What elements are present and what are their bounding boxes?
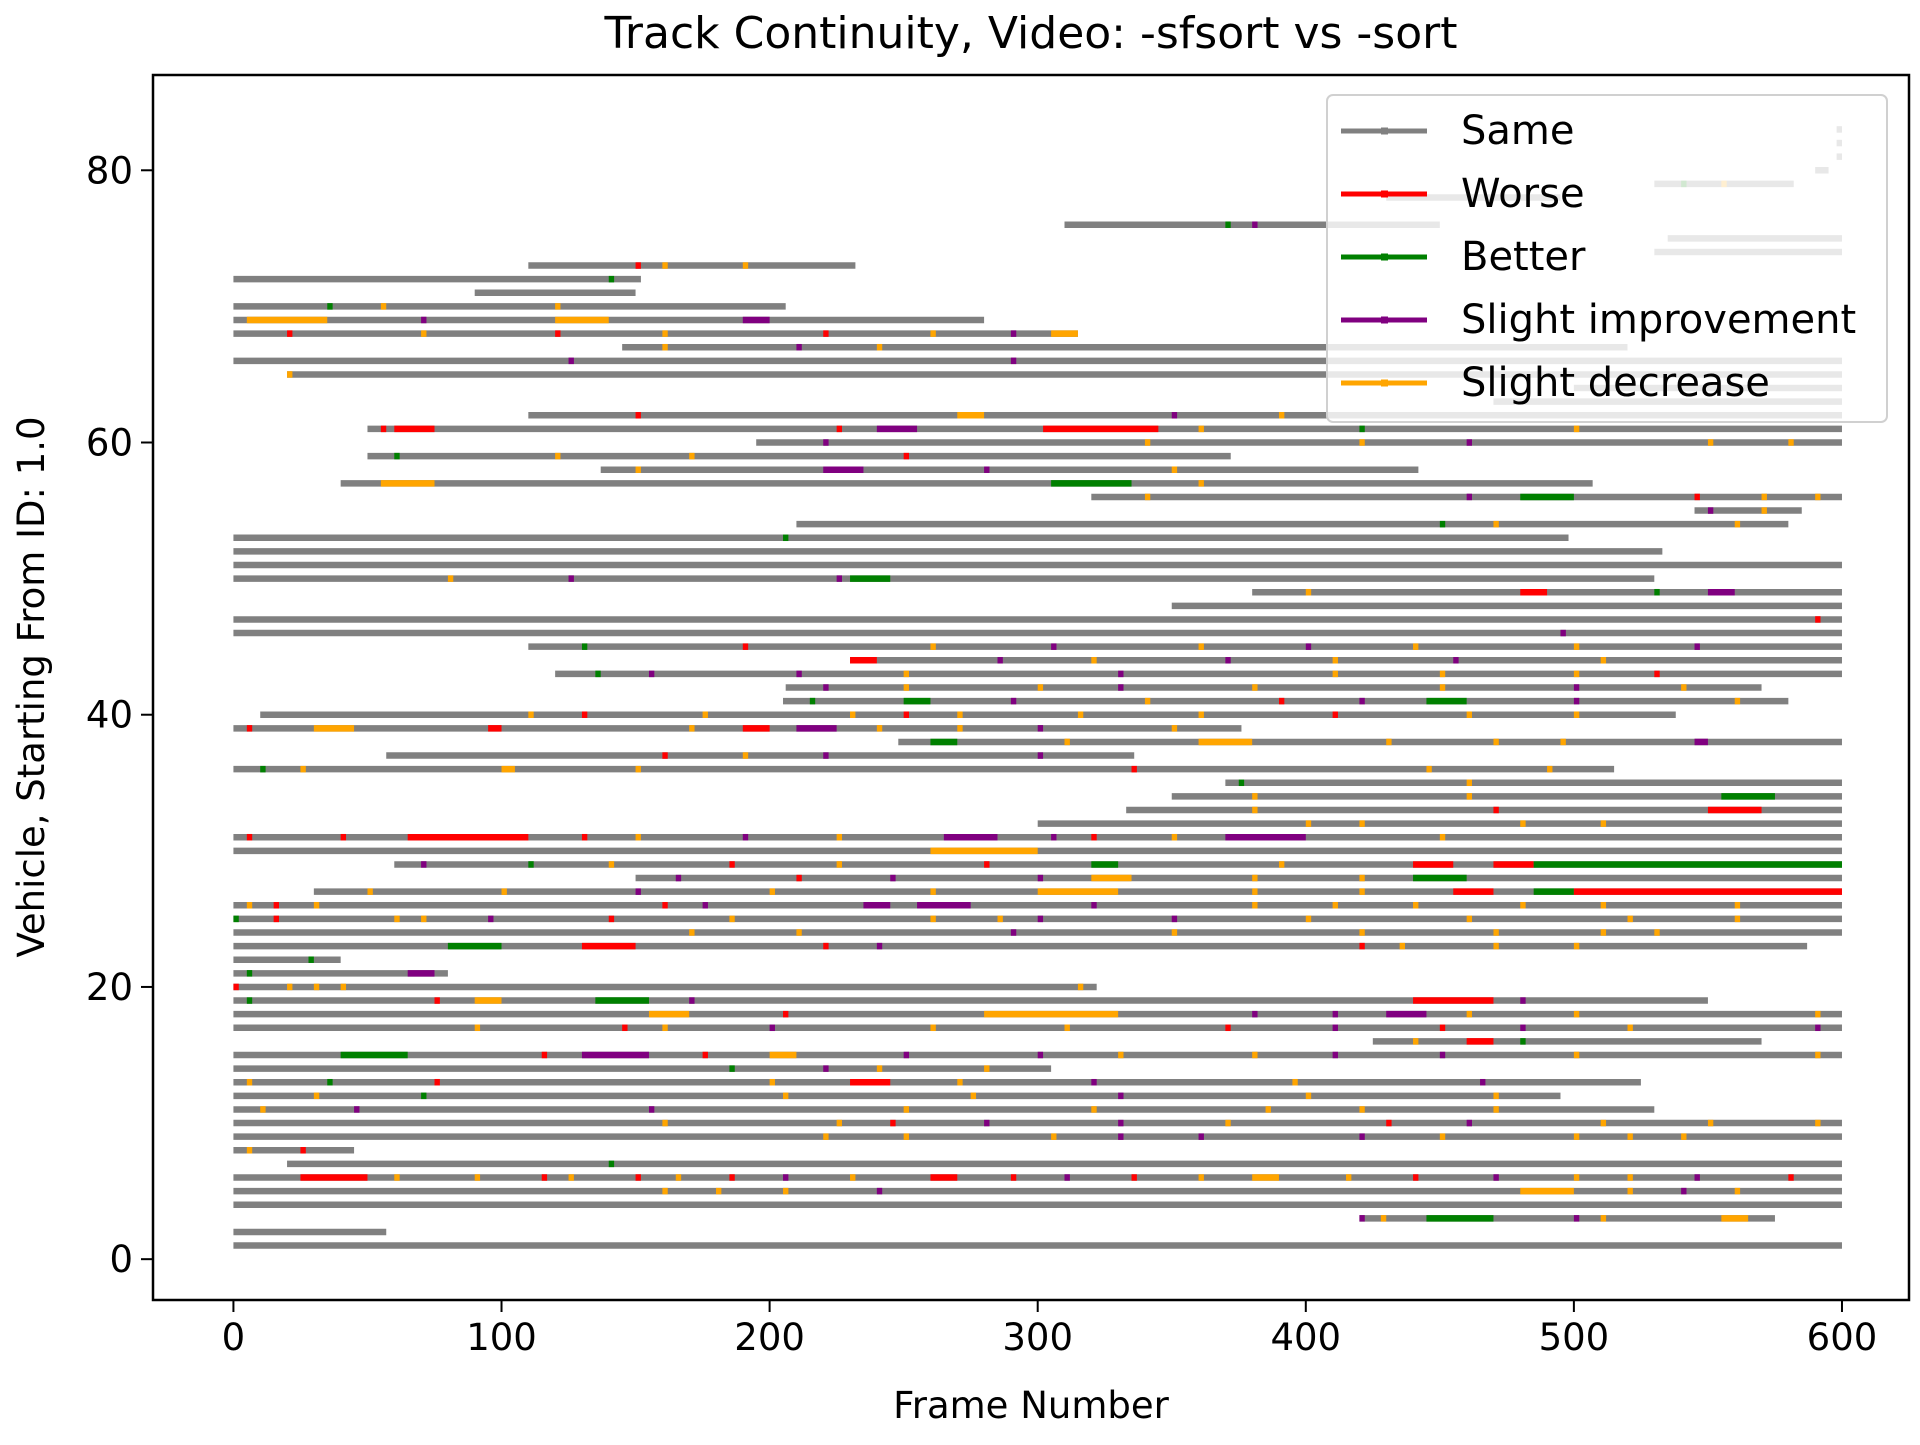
y-tick-label: 60: [86, 422, 133, 465]
plot-frame: [151, 73, 1911, 1302]
legend-item-slight-decrease: Slight decrease: [1341, 360, 1770, 406]
legend-item-better: Better: [1341, 234, 1586, 280]
legend-item-worse: Worse: [1341, 171, 1585, 217]
legend: Same Worse Better Slight improvement Slight …: [1326, 94, 1888, 423]
x-tick-label: 400: [1270, 1316, 1341, 1359]
legend-marker: [1381, 190, 1388, 198]
legend-marker: [1381, 253, 1388, 261]
y-tick-label: 80: [86, 149, 133, 192]
x-tick-label: 0: [222, 1316, 246, 1359]
y-axis-label: Vehicle, Starting From ID: 1.0: [10, 416, 53, 957]
tracks-layer: [233, 126, 1842, 1249]
legend-label: Worse: [1461, 171, 1585, 217]
x-tick-label: 300: [1002, 1316, 1073, 1359]
legend-label: Slight improvement: [1461, 297, 1856, 343]
legend-box: [1326, 94, 1888, 423]
legend-marker: [1381, 379, 1388, 387]
x-tick-label: 200: [734, 1316, 805, 1359]
y-tick-label: 20: [86, 966, 133, 1009]
x-axis-label: Frame Number: [893, 1384, 1169, 1427]
y-tick-label: 0: [109, 1238, 133, 1281]
x-axis: 0 100 200 300 400 500 600: [222, 1300, 1878, 1359]
legend-label: Slight decrease: [1461, 360, 1770, 406]
legend-item-same: Same: [1341, 108, 1574, 154]
x-tick-label: 500: [1539, 1316, 1610, 1359]
legend-item-slight-improvement: Slight improvement: [1341, 297, 1856, 343]
legend-marker: [1381, 316, 1388, 324]
legend-marker: [1381, 127, 1388, 135]
legend-label: Same: [1461, 108, 1574, 154]
y-tick-label: 40: [86, 694, 133, 737]
y-axis: 0 20 40 60 80: [86, 149, 153, 1281]
chart-title: Track Continuity, Video: -sfsort vs -sor…: [604, 8, 1458, 59]
legend-label: Better: [1461, 234, 1586, 280]
x-tick-label: 100: [466, 1316, 537, 1359]
x-tick-label: 600: [1807, 1316, 1878, 1359]
